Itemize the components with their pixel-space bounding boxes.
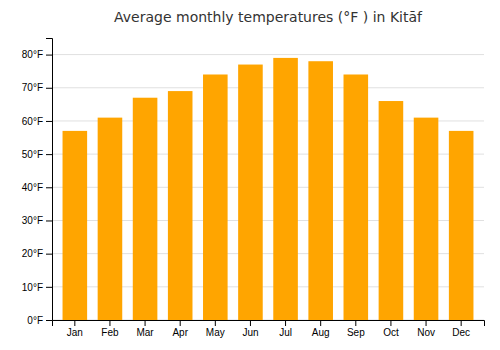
x-tick-label: Jan (67, 327, 83, 338)
y-tick: 60°F (22, 116, 52, 127)
y-tick-mark (46, 154, 52, 155)
x-axis: Jan Feb Mar Apr May Jun Jul Aug Sep Oct Nov Dec (53, 320, 485, 338)
x-tick-mark (426, 320, 427, 326)
y-tick: 0°F (27, 315, 52, 326)
x-tick-mark (285, 320, 286, 326)
bar (308, 61, 333, 320)
y-tick: 70°F (22, 82, 52, 93)
y-tick-label: 20°F (22, 248, 43, 259)
y-tick-mark (46, 88, 52, 89)
x-tick-mark (461, 320, 462, 326)
y-tick-label: 70°F (22, 82, 43, 93)
x-tick-mark (320, 320, 321, 326)
bar (449, 131, 474, 320)
x-tick: Feb (101, 320, 119, 338)
x-tick: Oct (383, 320, 399, 338)
y-tick-label: 10°F (22, 282, 43, 293)
y-tick: 40°F (22, 182, 52, 193)
x-tick: May (206, 320, 225, 338)
x-tick-mark (109, 320, 110, 326)
x-tick: Sep (347, 320, 365, 338)
bar (133, 98, 158, 320)
y-axis-line (46, 39, 53, 321)
x-tick-label: Oct (383, 327, 399, 338)
y-tick-label: 40°F (22, 182, 43, 193)
bar (344, 74, 369, 320)
bar (63, 131, 88, 320)
y-tick: 80°F (22, 49, 52, 60)
x-tick-label: Apr (172, 327, 188, 338)
y-tick: 30°F (22, 215, 52, 226)
grid-line (52, 87, 484, 88)
chart: 0°F 10°F 20°F 30°F 40°F 50°F 60°F 70°F 80°F Jan Fe… (0, 0, 500, 350)
y-tick-mark (46, 287, 52, 288)
y-tick: 50°F (22, 149, 52, 160)
title: Average monthly temperatures (°F ) in Ki… (114, 9, 423, 25)
bar (98, 118, 123, 320)
bar (273, 58, 298, 320)
y-tick-label: 60°F (22, 116, 43, 127)
y-tick-label: 50°F (22, 149, 43, 160)
y-tick-label: 0°F (27, 315, 43, 326)
bar (414, 118, 439, 320)
x-tick: Dec (452, 320, 470, 338)
bar (168, 91, 193, 320)
grid-line (52, 54, 484, 55)
x-tick-mark (74, 320, 75, 326)
x-tick: Jan (67, 320, 83, 338)
x-tick-label: Jun (242, 327, 258, 338)
y-tick-label: 80°F (22, 49, 43, 60)
x-axis-line (53, 321, 485, 327)
grid (52, 55, 484, 320)
y-tick-mark (46, 220, 52, 221)
x-tick-label: Mar (136, 327, 154, 338)
x-tick-mark (215, 320, 216, 326)
x-tick-mark (355, 320, 356, 326)
bars (63, 58, 474, 320)
x-tick-label: Jul (279, 327, 292, 338)
y-tick: 20°F (22, 248, 52, 259)
plot: 0°F 10°F 20°F 30°F 40°F 50°F 60°F 70°F 80°F Jan Fe… (22, 39, 485, 339)
y-tick-mark (46, 187, 52, 188)
x-tick: Jul (279, 320, 292, 338)
x-tick-mark (180, 320, 181, 326)
x-tick-mark (390, 320, 391, 326)
y-tick-mark (46, 55, 52, 56)
x-tick: Mar (136, 320, 154, 338)
x-tick-label: Nov (417, 327, 435, 338)
y-axis: 0°F 10°F 20°F 30°F 40°F 50°F 60°F 70°F 80°F (22, 39, 53, 326)
y-tick-mark (46, 254, 52, 255)
y-tick-mark (46, 121, 52, 122)
x-tick-label: May (206, 327, 225, 338)
x-tick: Nov (417, 320, 435, 338)
x-tick: Apr (172, 320, 188, 338)
x-tick: Jun (242, 320, 258, 338)
x-tick-mark (145, 320, 146, 326)
x-tick: Aug (312, 320, 330, 338)
bar (203, 74, 228, 320)
y-tick-label: 30°F (22, 215, 43, 226)
bar (238, 65, 263, 320)
y-tick-mark (46, 320, 52, 321)
x-tick-label: Dec (452, 327, 470, 338)
x-tick-label: Sep (347, 327, 365, 338)
x-tick-label: Aug (312, 327, 330, 338)
x-tick-mark (250, 320, 251, 326)
bar (379, 101, 404, 320)
y-tick: 10°F (22, 282, 52, 293)
x-tick-label: Feb (101, 327, 119, 338)
